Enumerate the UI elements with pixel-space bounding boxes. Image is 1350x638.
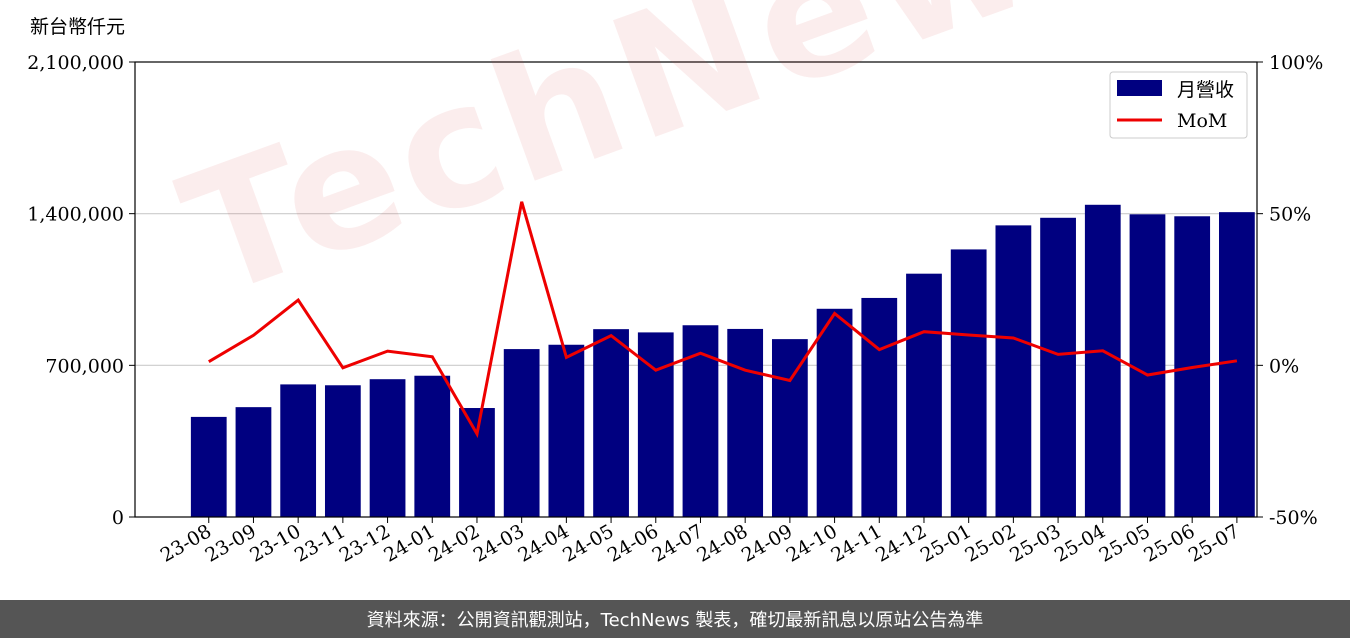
x-tick-label: 24-07	[649, 520, 707, 566]
bar	[1219, 212, 1255, 517]
y-left-tick-label: 0	[112, 507, 124, 529]
x-tick-label: 25-04	[1051, 520, 1109, 566]
bar	[280, 384, 317, 517]
bar	[637, 332, 674, 517]
bar	[369, 379, 406, 517]
x-tick-label: 25-03	[1006, 520, 1064, 566]
y-left-tick-label: 1,400,000	[27, 204, 124, 226]
x-tick-label: 24-05	[559, 520, 617, 566]
x-tick-label: 24-02	[425, 520, 483, 566]
mom-line	[208, 201, 1238, 439]
mom-line-series	[208, 201, 1238, 439]
revenue-chart: 0 700,000 1,400,000 2,100,000 -50% 0% 50% 100% 2…	[27, 16, 1323, 567]
x-tick-label: 24-11	[827, 520, 885, 566]
bar	[995, 225, 1032, 517]
bar	[727, 328, 764, 517]
legend: 月營收 MoM	[1109, 71, 1248, 139]
x-tick-label: 23-08	[157, 520, 215, 566]
x-tick-label: 24-10	[783, 520, 841, 566]
plot-frame	[134, 61, 1258, 518]
y-right-tick-label: 50%	[1269, 204, 1311, 226]
bar	[548, 344, 585, 517]
legend-label-revenue: 月營收	[1177, 79, 1234, 101]
bar	[414, 375, 451, 517]
bar	[190, 416, 227, 517]
y-right-tick-label: 0%	[1269, 355, 1299, 377]
bar	[1129, 214, 1166, 518]
bar	[593, 329, 629, 517]
source-footer: 資料來源：公開資訊觀測站，TechNews 製表，確切最新訊息以原站公告為準	[0, 600, 1350, 638]
x-tick-label: 24-12	[872, 520, 930, 566]
x-tick-label: 24-08	[693, 520, 751, 566]
x-tick-label: 24-03	[470, 520, 528, 566]
bar	[324, 385, 361, 517]
x-tick-label: 25-02	[961, 520, 1019, 566]
bar	[1084, 204, 1121, 518]
x-tick-label: 25-07	[1185, 520, 1243, 566]
bar	[771, 339, 808, 517]
bar	[950, 249, 987, 517]
x-tick-label: 25-05	[1096, 520, 1154, 566]
legend-bar-swatch	[1117, 80, 1162, 96]
bar	[1040, 217, 1076, 518]
y-right-tick-label: -50%	[1269, 507, 1318, 529]
x-tick-label: 24-04	[514, 520, 572, 566]
x-tick-label: 23-12	[336, 520, 394, 566]
bar	[503, 349, 540, 517]
x-tick-label: 24-09	[738, 520, 796, 566]
x-tick-label: 23-09	[202, 520, 260, 566]
x-tick-label: 24-01	[380, 520, 438, 566]
legend-label-mom: MoM	[1177, 110, 1227, 132]
x-tick-label: 23-11	[291, 520, 349, 566]
bar	[906, 273, 942, 517]
y-axis-unit-label: 新台幣仟元	[30, 16, 125, 38]
bar	[459, 408, 495, 517]
source-footer-text: 資料來源：公開資訊觀測站，TechNews 製表，確切最新訊息以原站公告為準	[366, 610, 984, 631]
x-tick-label: 25-01	[917, 520, 975, 566]
x-tick-label: 25-06	[1140, 520, 1198, 566]
y-left-tick-label: 2,100,000	[27, 52, 124, 74]
bar-series	[190, 204, 1255, 518]
bar	[235, 407, 272, 517]
y-right-tick-label: 100%	[1269, 52, 1323, 74]
x-tick-label: 23-10	[246, 520, 304, 566]
bar	[861, 297, 898, 517]
bar	[816, 308, 853, 517]
x-tick-label: 24-06	[604, 520, 662, 566]
y-left-tick-label: 700,000	[45, 355, 124, 377]
